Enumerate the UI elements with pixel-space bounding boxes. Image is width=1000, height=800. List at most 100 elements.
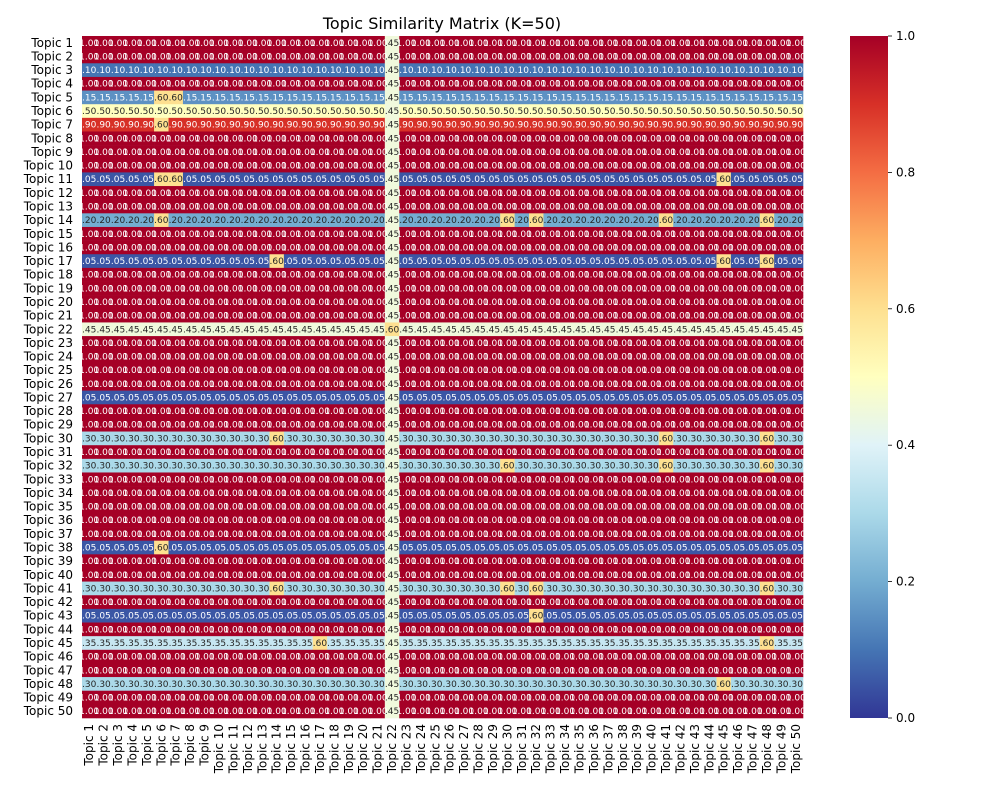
heatmap-cell bbox=[298, 36, 314, 50]
heatmap-cell-label: .30 bbox=[327, 434, 342, 444]
heatmap-cell-label: .20 bbox=[486, 216, 501, 226]
heatmap-cell-label: .90 bbox=[399, 121, 414, 131]
heatmap-cell-label: .90 bbox=[486, 121, 501, 131]
heatmap-cell-label: .35 bbox=[659, 639, 673, 649]
heatmap-cell-label: .10 bbox=[82, 66, 97, 76]
heatmap-cell-label: .15 bbox=[616, 93, 630, 103]
heatmap-cell-label: .45 bbox=[370, 325, 384, 335]
heatmap-cell-label: .90 bbox=[443, 121, 458, 131]
heatmap-cell-label: .05 bbox=[644, 257, 658, 267]
heatmap-cell-label: .05 bbox=[717, 544, 731, 554]
heatmap-cell-label: .05 bbox=[241, 612, 255, 622]
heatmap-cell-label: .15 bbox=[486, 93, 500, 103]
heatmap-cell-label: .90 bbox=[774, 121, 789, 131]
heatmap-cell-label: .15 bbox=[428, 93, 442, 103]
heatmap-cell-label: 1.00 bbox=[786, 52, 806, 62]
heatmap-cell-label: .30 bbox=[745, 462, 760, 472]
heatmap-cell-label: .05 bbox=[342, 175, 356, 185]
heatmap-cell-label: .05 bbox=[399, 175, 413, 185]
heatmap-cell-label: .05 bbox=[616, 544, 630, 554]
heatmap-cell bbox=[730, 49, 746, 64]
heatmap-cell-label: .90 bbox=[760, 121, 775, 131]
heatmap-cell-label: .20 bbox=[140, 216, 155, 226]
heatmap-cell bbox=[182, 49, 198, 64]
heatmap-cell-label: .05 bbox=[731, 257, 745, 267]
heatmap-cell bbox=[384, 36, 400, 50]
heatmap-cell-label: .10 bbox=[572, 66, 587, 76]
heatmap-cell-label: .05 bbox=[616, 257, 630, 267]
heatmap-cell-label: .30 bbox=[731, 584, 746, 594]
heatmap-cell-label: .45 bbox=[342, 325, 356, 335]
heatmap-cell-label: .20 bbox=[543, 216, 558, 226]
heatmap-cell-label: .30 bbox=[183, 462, 198, 472]
heatmap-cell-label: .05 bbox=[731, 393, 745, 403]
heatmap-cell-label: .05 bbox=[111, 175, 125, 185]
heatmap-cell-label: .35 bbox=[342, 639, 356, 649]
heatmap-cell-label: .05 bbox=[399, 393, 413, 403]
heatmap-cell-label: .90 bbox=[789, 121, 804, 131]
heatmap-cell-label: .30 bbox=[443, 462, 458, 472]
heatmap-cell-label: .10 bbox=[241, 66, 256, 76]
heatmap-cell-label: .05 bbox=[356, 612, 370, 622]
heatmap-cell-label: .30 bbox=[96, 462, 111, 472]
heatmap-cell-label: .60 bbox=[760, 257, 775, 267]
heatmap-cell-label: .35 bbox=[82, 639, 96, 649]
heatmap-cell-label: .05 bbox=[529, 393, 543, 403]
heatmap-cell-label: .50 bbox=[572, 107, 587, 117]
heatmap-cell-label: .35 bbox=[587, 639, 601, 649]
heatmap-cell-label: .35 bbox=[745, 639, 759, 649]
heatmap-cell-label: .90 bbox=[255, 121, 270, 131]
heatmap-cell-label: .35 bbox=[789, 639, 803, 649]
heatmap-cell-label: 1.00 bbox=[786, 148, 806, 158]
heatmap-cell-label: .30 bbox=[125, 434, 140, 444]
heatmap-cell-label: .30 bbox=[399, 462, 414, 472]
heatmap-cell-label: .05 bbox=[774, 393, 788, 403]
heatmap-cell-label: .45 bbox=[500, 325, 514, 335]
heatmap-cell bbox=[370, 49, 386, 64]
heatmap-cell bbox=[514, 36, 530, 50]
heatmap-cell-label: .05 bbox=[644, 175, 658, 185]
heatmap-cell-label: 1.00 bbox=[786, 39, 806, 49]
heatmap-cell-label: .15 bbox=[731, 93, 745, 103]
heatmap-cell-label: .15 bbox=[601, 93, 615, 103]
heatmap-cell-label: .15 bbox=[789, 93, 803, 103]
heatmap-cell-label: .05 bbox=[183, 393, 197, 403]
heatmap-cell bbox=[658, 49, 674, 64]
heatmap-cell-label: .05 bbox=[183, 257, 197, 267]
heatmap-cell-label: .10 bbox=[125, 66, 140, 76]
heatmap-cell-label: .05 bbox=[572, 257, 586, 267]
heatmap-cell-label: .30 bbox=[183, 434, 198, 444]
heatmap-cell bbox=[82, 49, 97, 64]
heatmap-cell bbox=[327, 49, 342, 64]
heatmap-cell-label: .05 bbox=[486, 257, 500, 267]
heatmap-cell-label: .20 bbox=[298, 216, 313, 226]
heatmap-cell-label: .60 bbox=[270, 257, 285, 267]
heatmap-cell-label: .30 bbox=[125, 584, 140, 594]
heatmap-cell-label: .30 bbox=[587, 462, 602, 472]
heatmap-cell bbox=[413, 63, 429, 78]
heatmap-cell-label: .05 bbox=[601, 393, 615, 403]
heatmap-cell-label: .50 bbox=[356, 107, 371, 117]
heatmap-cell-label: .30 bbox=[197, 584, 212, 594]
chart-title: Topic Similarity Matrix (K=50) bbox=[322, 14, 561, 33]
heatmap-cell bbox=[774, 49, 789, 64]
heatmap-cell-label: .30 bbox=[731, 462, 746, 472]
heatmap-cell-label: .05 bbox=[789, 393, 803, 403]
heatmap-cell-label: .45 bbox=[140, 325, 154, 335]
heatmap-cell-label: .05 bbox=[659, 257, 673, 267]
heatmap-cell-label: .90 bbox=[226, 121, 241, 131]
heatmap-cell bbox=[442, 49, 458, 64]
heatmap-cell-label: .90 bbox=[241, 121, 256, 131]
heatmap-cell-label: .30 bbox=[515, 462, 530, 472]
heatmap-cell-label: .30 bbox=[630, 434, 645, 444]
heatmap-cell-label: .05 bbox=[543, 612, 557, 622]
heatmap-cell bbox=[572, 49, 587, 64]
heatmap-cell-label: .30 bbox=[500, 434, 515, 444]
heatmap-cell-label: .15 bbox=[96, 93, 110, 103]
heatmap-cell-label: .35 bbox=[241, 639, 255, 649]
heatmap-cell-label: .45 bbox=[385, 612, 399, 622]
heatmap-cell bbox=[125, 49, 140, 64]
heatmap-cell-label: .60 bbox=[760, 584, 775, 594]
heatmap-cell-label: .35 bbox=[111, 639, 125, 649]
